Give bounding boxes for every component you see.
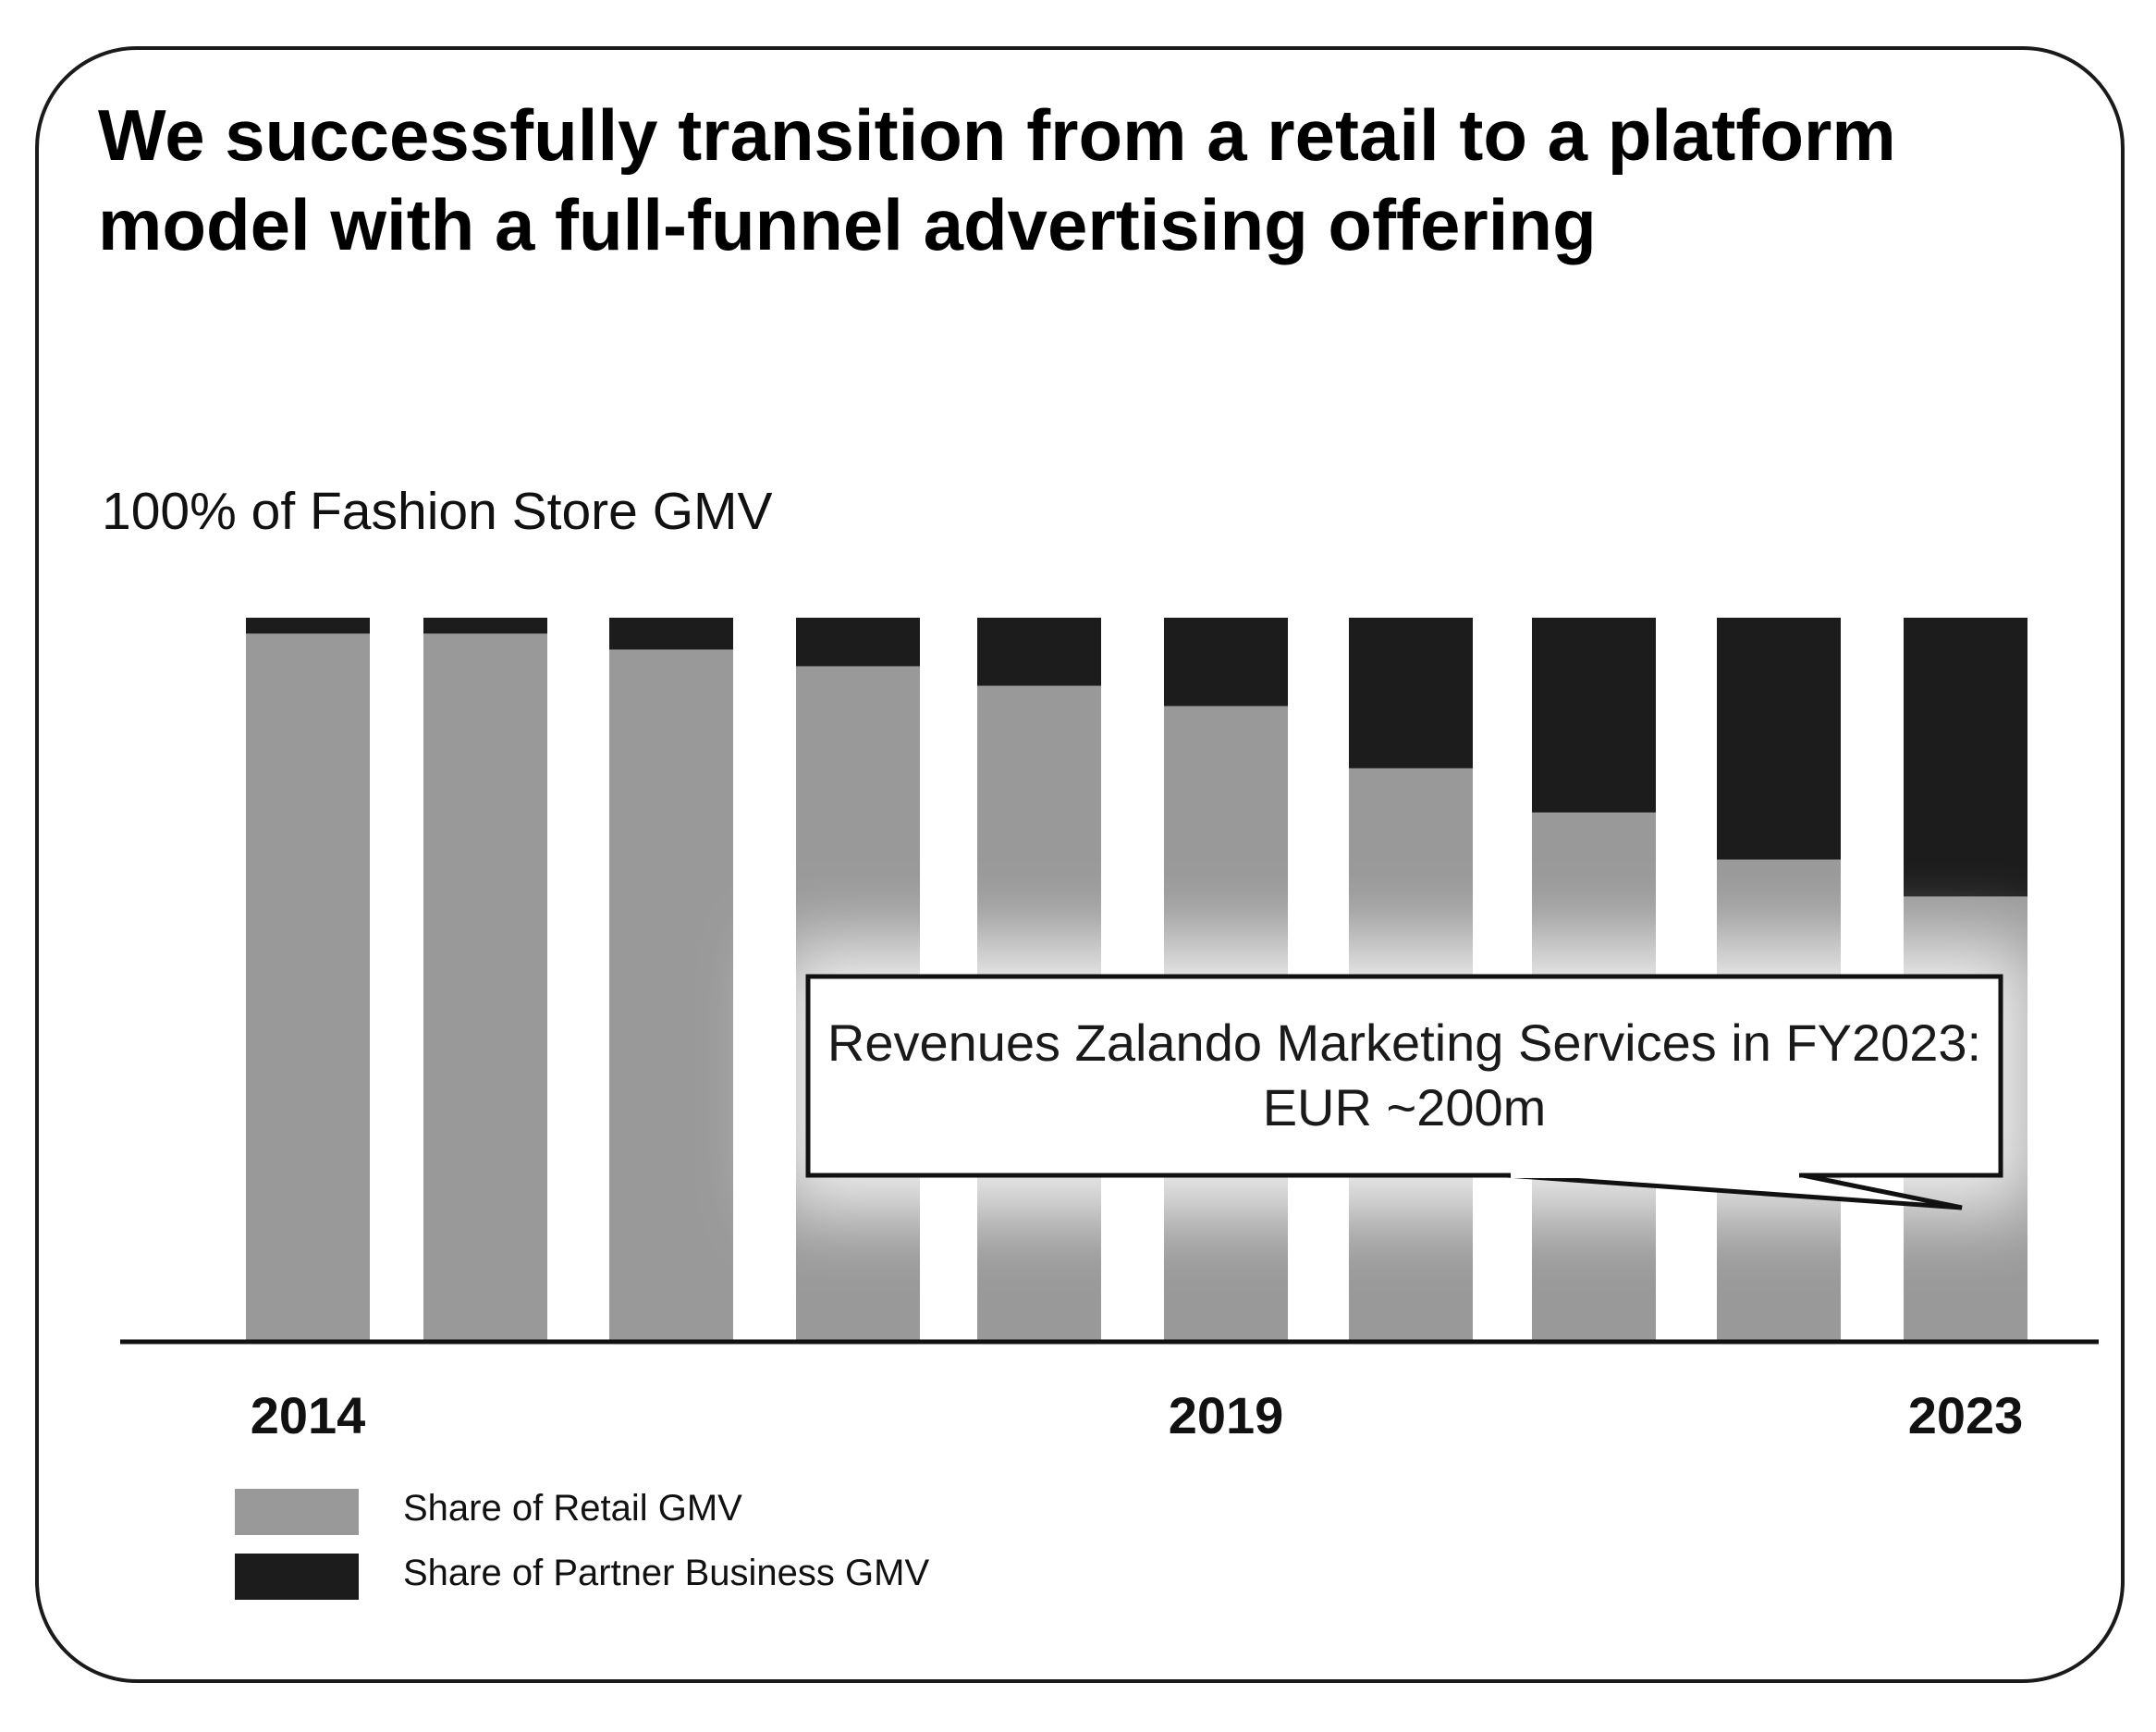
legend: Share of Retail GMV Share of Partner Bus…: [235, 1488, 929, 1600]
bar-partner-2018: [977, 618, 1101, 686]
legend-swatch-retail: [235, 1489, 359, 1535]
bar-retail-2016: [609, 649, 733, 1342]
bar-retail-2015: [423, 633, 547, 1342]
bar-partner-2019: [1164, 618, 1288, 706]
callout-box: [805, 974, 2003, 1178]
bar-retail-2014: [246, 633, 370, 1342]
legend-label-retail: Share of Retail GMV: [403, 1488, 742, 1529]
bar-partner-2017: [796, 618, 920, 667]
annotation-callout: [777, 943, 2034, 1211]
bar-partner-2023: [1904, 618, 2027, 897]
x-tick-label-2023: 2023: [1908, 1386, 2024, 1444]
x-tick-label-2019: 2019: [1169, 1386, 1284, 1444]
annotation-text: Revenues Zalando Marketing Services in F…: [827, 1013, 1982, 1136]
legend-swatch-partner: [235, 1554, 359, 1600]
bar-partner-2014: [246, 618, 370, 634]
legend-label-partner: Share of Partner Business GMV: [403, 1553, 929, 1593]
bar-partner-2015: [423, 618, 547, 634]
chart-title: We successfully transition from a retail…: [98, 94, 1896, 265]
chart-subtitle: 100% of Fashion Store GMV: [102, 482, 773, 541]
x-tick-label-2014: 2014: [251, 1386, 366, 1444]
bar-partner-2022: [1717, 618, 1841, 860]
bar-partner-2016: [609, 618, 733, 650]
bar-partner-2021: [1532, 618, 1656, 813]
bar-partner-2020: [1349, 618, 1473, 768]
x-tick-labels: 2014 2019 2023: [251, 1386, 2024, 1444]
